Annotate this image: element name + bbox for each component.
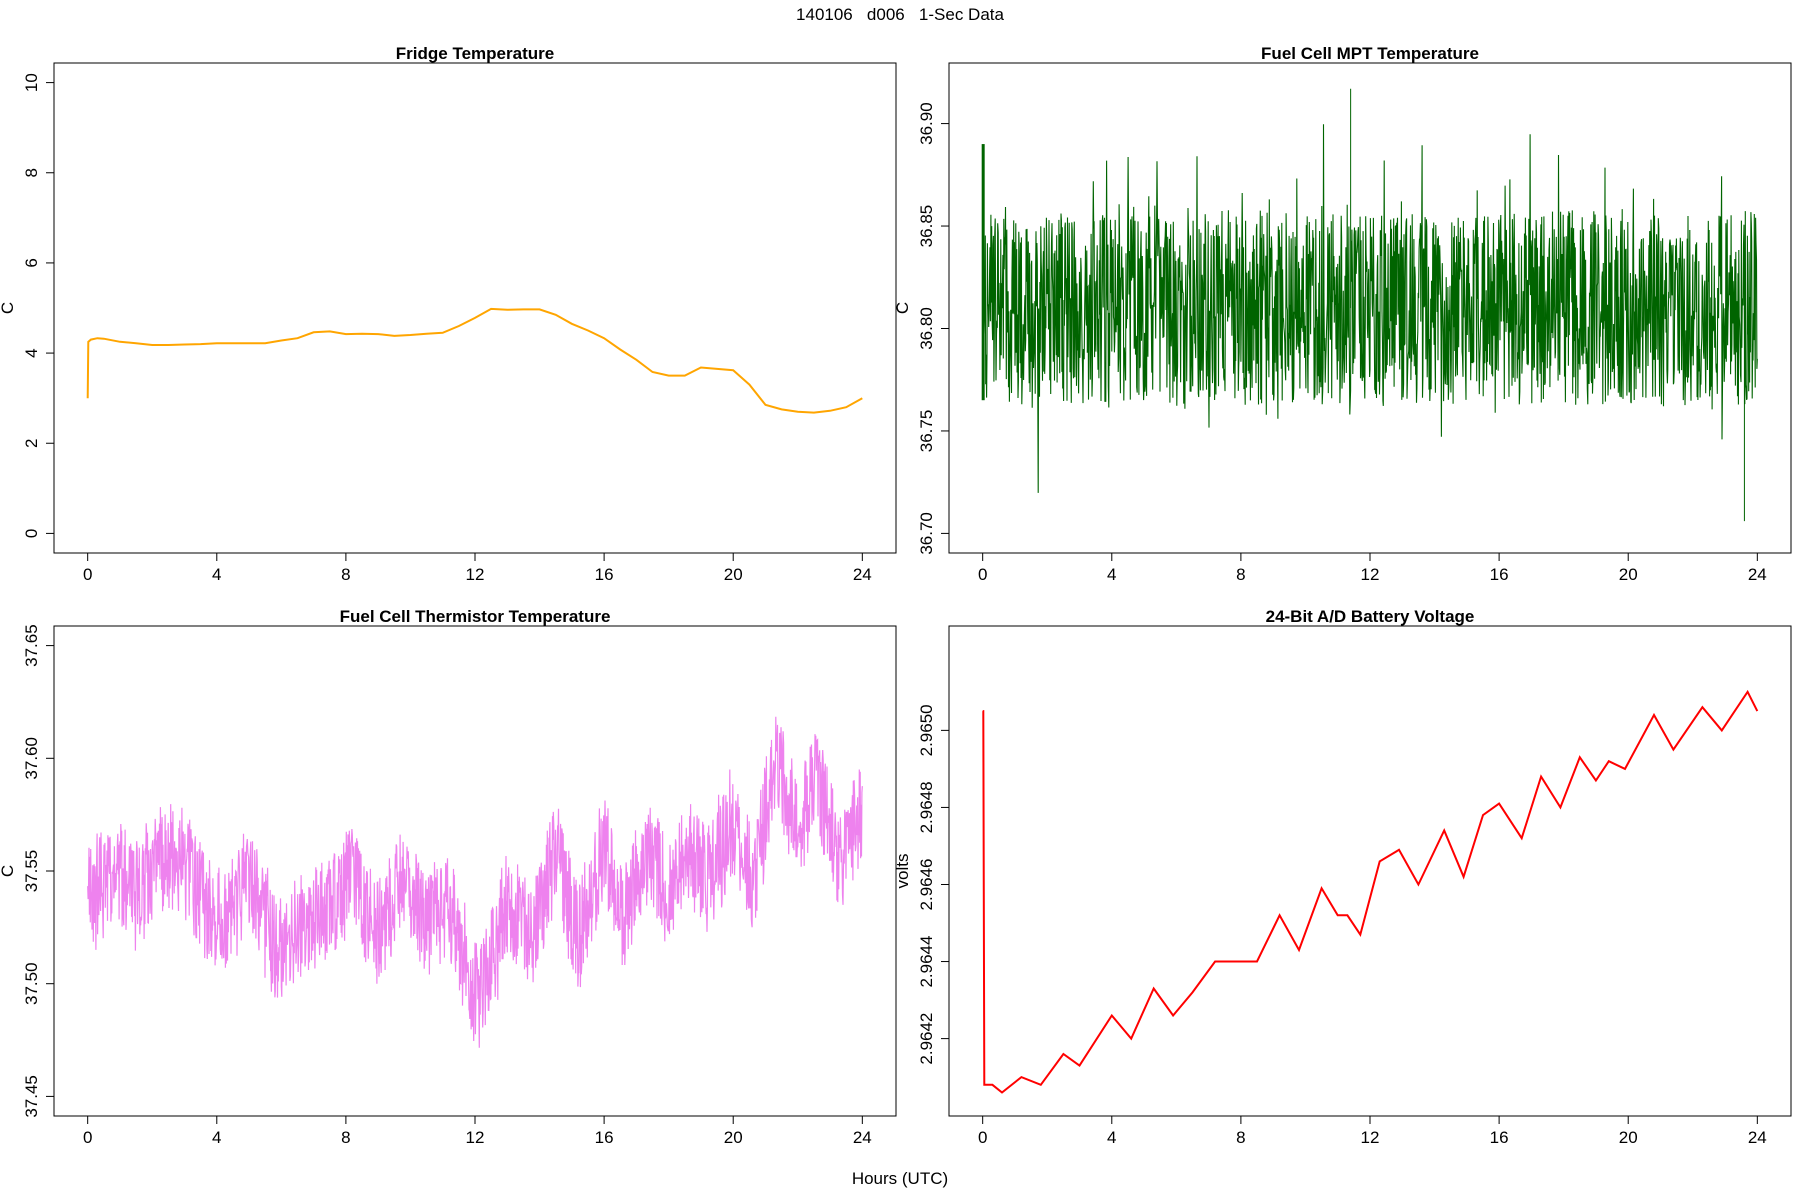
y-tick-label: 2.9642 (917, 1013, 936, 1065)
x-tick-label: 20 (724, 1128, 743, 1147)
x-tick-label: 12 (1361, 1128, 1380, 1147)
x-tick-label: 16 (595, 1128, 614, 1147)
y-tick-label: 37.60 (22, 737, 41, 780)
plot-frame (948, 625, 1792, 1117)
x-tick-label: 20 (1619, 1128, 1638, 1147)
y-tick-label: 4 (22, 348, 41, 357)
y-tick-label: 36.70 (917, 512, 936, 555)
x-tick-label: 8 (341, 1128, 350, 1147)
x-tick-label: 16 (1490, 1128, 1509, 1147)
y-tick-label: 36.80 (917, 307, 936, 350)
x-tick-label: 20 (1619, 565, 1638, 584)
panel-title: Fridge Temperature (396, 44, 554, 63)
panel-3: Fuel Cell Thermistor Temperature 0 4 8 12 16 2… (0, 607, 897, 1147)
x-tick-label: 0 (83, 565, 92, 584)
series-line (86, 307, 863, 414)
x-tick-label: 4 (1107, 565, 1116, 584)
plot-frame (53, 62, 897, 554)
x-tick-label: 0 (83, 1128, 92, 1147)
x-tick-label: 24 (853, 565, 872, 584)
x-tick-label: 4 (212, 1128, 221, 1147)
panel-title: Fuel Cell MPT Temperature (1261, 44, 1479, 63)
x-tick-label: 16 (595, 565, 614, 584)
x-tick-label: 12 (466, 1128, 485, 1147)
y-tick-label: 36.85 (917, 205, 936, 248)
y-tick-label: 37.65 (22, 624, 41, 667)
y-tick-label: 2 (22, 439, 41, 448)
x-tick-label: 8 (341, 565, 350, 584)
y-tick-label: 37.55 (22, 850, 41, 893)
y-tick-label: 36.75 (917, 410, 936, 453)
x-tick-label: 8 (1236, 565, 1245, 584)
y-axis-label: C (0, 865, 17, 877)
y-tick-label: 2.9648 (917, 781, 936, 833)
y-tick-label: 0 (22, 529, 41, 538)
y-axis-label: C (893, 302, 912, 314)
y-axis-label: C (0, 302, 17, 314)
x-tick-label: 8 (1236, 1128, 1245, 1147)
figure-main-title: 140106 d006 1-Sec Data (796, 5, 1004, 24)
x-tick-label: 0 (978, 1128, 987, 1147)
y-tick-label: 2.9646 (917, 858, 936, 910)
panel-1: Fridge Temperature048121620240246810C (0, 44, 897, 584)
panel-title: Fuel Cell Thermistor Temperature (340, 607, 611, 626)
x-tick-label: 4 (212, 565, 221, 584)
y-tick-label: 37.45 (22, 1075, 41, 1118)
series-startup (981, 144, 985, 401)
x-tick-label: 12 (466, 565, 485, 584)
x-tick-label: 16 (1490, 565, 1509, 584)
x-tick-label: 20 (724, 565, 743, 584)
series-line (982, 124, 1758, 493)
y-tick-label: 2.9644 (917, 936, 936, 988)
x-tick-label: 12 (1361, 565, 1380, 584)
y-tick-label: 36.90 (917, 102, 936, 145)
y-tick-label: 2.9650 (917, 704, 936, 756)
x-tick-label: 24 (853, 1128, 872, 1147)
figure-x-axis-label: Hours (UTC) (851, 1169, 949, 1188)
x-tick-label: 0 (978, 565, 987, 584)
y-axis-label: volts (893, 854, 912, 889)
x-tick-label: 24 (1748, 565, 1767, 584)
y-tick-label: 6 (22, 258, 41, 267)
x-tick-label: 4 (1107, 1128, 1116, 1147)
y-tick-label: 10 (22, 73, 41, 92)
panel-4: 24-Bit A/D Battery Voltage 0 4 8 12 16 20 24 2.9… (893, 607, 1792, 1147)
series-line (87, 716, 863, 1048)
series-line (982, 689, 1759, 1094)
x-tick-label: 24 (1748, 1128, 1767, 1147)
y-tick-label: 8 (22, 168, 41, 177)
panel-title: 24-Bit A/D Battery Voltage (1266, 607, 1475, 626)
panel-2: Fuel Cell MPT Temperature 0 4 8 12 16 20 24 36.7… (893, 44, 1792, 584)
y-tick-label: 37.50 (22, 962, 41, 1005)
